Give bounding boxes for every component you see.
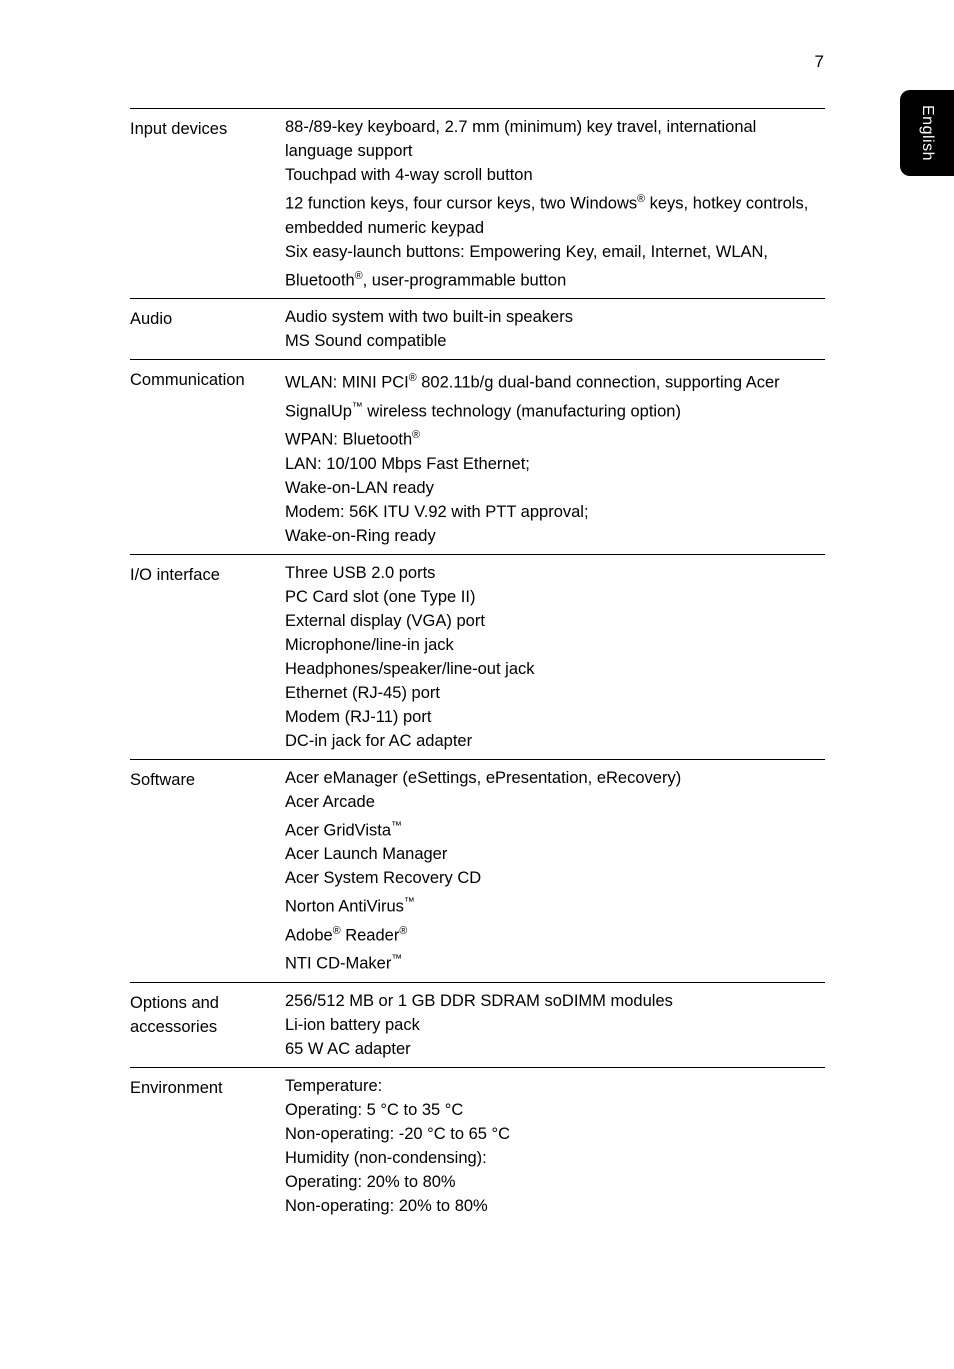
row-line: Non-operating: 20% to 80%	[285, 1194, 825, 1218]
row-body: 88-/89-key keyboard, 2.7 mm (minimum) ke…	[285, 115, 825, 292]
row-line: Adobe® Reader®	[285, 919, 825, 948]
spec-table: Input devices88-/89-key keyboard, 2.7 mm…	[130, 108, 825, 1224]
row-line: WPAN: Bluetooth®	[285, 423, 825, 452]
row-line: Non-operating: -20 °C to 65 °C	[285, 1122, 825, 1146]
row-body: Temperature:Operating: 5 °C to 35 °CNon-…	[285, 1074, 825, 1218]
row-label: Options and accessories	[130, 989, 285, 1039]
row-line: WLAN: MINI PCI® 802.11b/g dual-band conn…	[285, 366, 825, 423]
row-line: 88-/89-key keyboard, 2.7 mm (minimum) ke…	[285, 115, 825, 163]
row-line: Ethernet (RJ-45) port	[285, 681, 825, 705]
row-body: Acer eManager (eSettings, ePresentation,…	[285, 766, 825, 976]
row-line: Wake-on-LAN ready	[285, 476, 825, 500]
row-label: Input devices	[130, 115, 285, 141]
row-line: Microphone/line-in jack	[285, 633, 825, 657]
row-line: Acer eManager (eSettings, ePresentation,…	[285, 766, 825, 790]
row-line: 256/512 MB or 1 GB DDR SDRAM soDIMM modu…	[285, 989, 825, 1013]
row-line: Norton AntiVirus™	[285, 890, 825, 919]
row-line: DC-in jack for AC adapter	[285, 729, 825, 753]
table-row: Input devices88-/89-key keyboard, 2.7 mm…	[130, 108, 825, 298]
row-line: Temperature:	[285, 1074, 825, 1098]
row-line: Acer Launch Manager	[285, 842, 825, 866]
row-line: NTI CD-Maker™	[285, 947, 825, 976]
row-body: WLAN: MINI PCI® 802.11b/g dual-band conn…	[285, 366, 825, 548]
row-line: Operating: 5 °C to 35 °C	[285, 1098, 825, 1122]
row-line: Modem: 56K ITU V.92 with PTT approval;	[285, 500, 825, 524]
row-line: Six easy-launch buttons: Empowering Key,…	[285, 240, 825, 293]
row-line: Modem (RJ-11) port	[285, 705, 825, 729]
row-line: Headphones/speaker/line-out jack	[285, 657, 825, 681]
row-label: I/O interface	[130, 561, 285, 587]
row-line: Acer Arcade	[285, 790, 825, 814]
row-line: Humidity (non-condensing):	[285, 1146, 825, 1170]
row-label: Software	[130, 766, 285, 792]
table-row: CommunicationWLAN: MINI PCI® 802.11b/g d…	[130, 359, 825, 554]
row-label: Communication	[130, 366, 285, 392]
row-line: PC Card slot (one Type II)	[285, 585, 825, 609]
row-line: Audio system with two built-in speakers	[285, 305, 825, 329]
row-line: MS Sound compatible	[285, 329, 825, 353]
table-row: I/O interfaceThree USB 2.0 portsPC Card …	[130, 554, 825, 759]
side-language-tab: English	[900, 90, 954, 176]
row-line: Operating: 20% to 80%	[285, 1170, 825, 1194]
row-body: Audio system with two built-in speakersM…	[285, 305, 825, 353]
row-line: Acer GridVista™	[285, 814, 825, 843]
row-label: Environment	[130, 1074, 285, 1100]
table-row: AudioAudio system with two built-in spea…	[130, 298, 825, 359]
row-line: 12 function keys, four cursor keys, two …	[285, 187, 825, 240]
row-body: Three USB 2.0 portsPC Card slot (one Typ…	[285, 561, 825, 753]
table-row: EnvironmentTemperature:Operating: 5 °C t…	[130, 1067, 825, 1224]
row-line: Acer System Recovery CD	[285, 866, 825, 890]
row-line: Li-ion battery pack	[285, 1013, 825, 1037]
table-row: SoftwareAcer eManager (eSettings, ePrese…	[130, 759, 825, 982]
row-label: Audio	[130, 305, 285, 331]
row-line: External display (VGA) port	[285, 609, 825, 633]
side-language-label: English	[918, 105, 936, 161]
row-line: Three USB 2.0 ports	[285, 561, 825, 585]
row-line: LAN: 10/100 Mbps Fast Ethernet;	[285, 452, 825, 476]
row-body: 256/512 MB or 1 GB DDR SDRAM soDIMM modu…	[285, 989, 825, 1061]
table-row: Options and accessories256/512 MB or 1 G…	[130, 982, 825, 1067]
row-line: 65 W AC adapter	[285, 1037, 825, 1061]
row-line: Wake-on-Ring ready	[285, 524, 825, 548]
page-number: 7	[815, 52, 824, 72]
row-line: Touchpad with 4-way scroll button	[285, 163, 825, 187]
